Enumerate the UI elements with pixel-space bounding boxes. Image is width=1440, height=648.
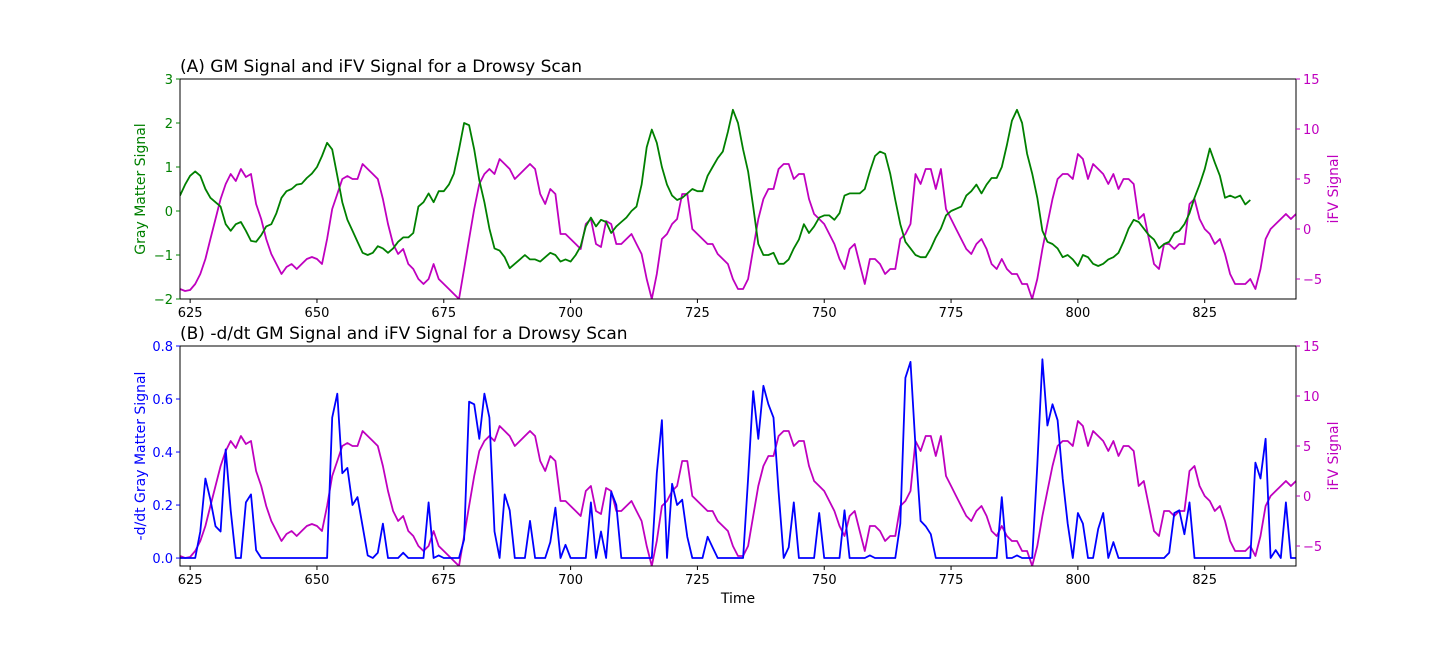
panel-b-left-y-tick-label: 0.0 [152,552,173,567]
panel-b-left-y-tick-label: 0.2 [152,499,173,514]
panel-b-left-y-axis-label: -d/dt Gray Matter Signal [133,372,149,541]
panel-a-right-series-line [180,153,1296,299]
panel-b-x-tick-label: 775 [939,573,964,588]
panel-b-x-tick-label: 700 [558,573,583,588]
panel-a-right-y-tick-label: 15 [1303,73,1320,88]
panel-a-x-tick-label: 775 [939,306,964,321]
panel-a-left-y-tick-label: −1 [154,249,173,264]
panel-b-right-y-tick-label: 15 [1303,340,1320,355]
panel-a-x-tick-label: 675 [431,306,456,321]
panel-b-right-y-axis-label: iFV Signal [1326,422,1342,491]
panel-a-title: (A) GM Signal and iFV Signal for a Drows… [180,57,582,77]
panel-b-right-y-tick-label: −5 [1303,540,1322,555]
panel-a-x-tick-label: 700 [558,306,583,321]
panel-b-x-tick-label: 825 [1192,573,1217,588]
panel-b-right-y-tick-label: 10 [1303,390,1320,405]
panel-b-left-y-tick-label: 0.4 [152,446,173,461]
panel-a: (A) GM Signal and iFV Signal for a Drows… [133,57,1342,321]
panel-b-left-series-line [180,358,1296,559]
panel-b-left-y-tick-label: 0.8 [152,340,173,355]
panel-a-x-tick-label: 650 [305,306,330,321]
panel-b: (B) -d/dt GM Signal and iFV Signal for a… [133,324,1342,588]
panel-b-x-tick-label: 650 [305,573,330,588]
panel-b-title: (B) -d/dt GM Signal and iFV Signal for a… [180,324,628,344]
panel-a-left-y-tick-label: 3 [165,73,173,88]
panel-a-x-tick-label: 825 [1192,306,1217,321]
panel-a-x-tick-label: 800 [1065,306,1090,321]
panel-b-x-tick-label: 625 [178,573,203,588]
panel-a-right-y-tick-label: 10 [1303,123,1320,138]
panel-b-axes-frame [179,345,1297,567]
x-axis-label: Time [720,591,755,607]
panel-b-x-tick-label: 675 [431,573,456,588]
panel-a-left-series-line [180,108,1251,270]
panel-a-right-y-tick-label: 5 [1303,173,1311,188]
panel-b-right-y-tick-label: 0 [1303,490,1311,505]
panel-a-right-y-tick-label: −5 [1303,273,1322,288]
panel-a-x-tick-label: 725 [685,306,710,321]
panel-b-left-y-tick-label: 0.6 [152,393,173,408]
panel-a-left-y-axis-label: Gray Matter Signal [133,123,149,254]
panel-a-left-y-tick-label: 0 [165,205,173,220]
panel-a-x-tick-label: 625 [178,306,203,321]
panel-a-left-y-tick-label: 1 [165,161,173,176]
panel-a-left-y-tick-label: 2 [165,117,173,132]
panel-b-right-y-tick-label: 5 [1303,440,1311,455]
panel-a-left-y-tick-label: −2 [154,293,173,308]
panel-b-x-tick-label: 750 [812,573,837,588]
panel-b-right-series-line [180,420,1296,566]
panel-a-x-tick-label: 750 [812,306,837,321]
panel-b-x-tick-label: 800 [1065,573,1090,588]
panel-b-x-tick-label: 725 [685,573,710,588]
panel-a-right-y-tick-label: 0 [1303,223,1311,238]
panel-a-right-y-axis-label: iFV Signal [1326,155,1342,224]
panel-a-axes-frame [179,78,1297,300]
